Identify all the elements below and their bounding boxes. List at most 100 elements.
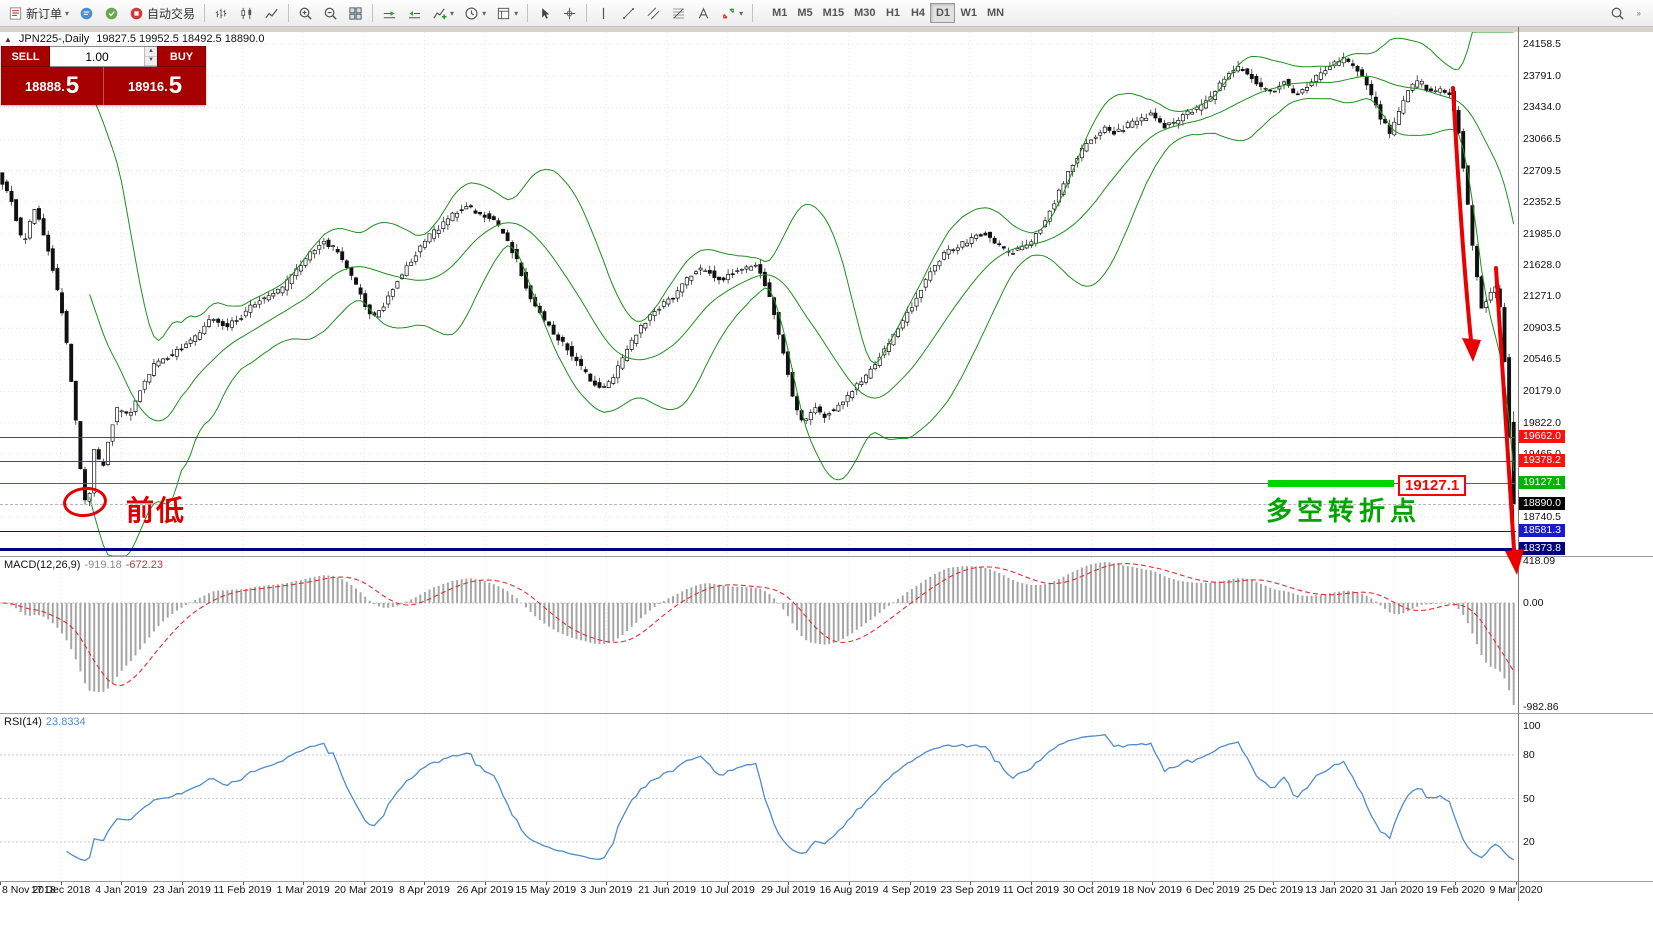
- sell-price[interactable]: 18888. 5: [1, 67, 104, 105]
- time-axis-tick: [303, 881, 305, 885]
- time-axis-tick: [788, 881, 790, 885]
- annotation-prev-low[interactable]: 前低: [126, 495, 187, 526]
- time-axis-tick: [1212, 881, 1214, 885]
- timeframe-m30-button[interactable]: M30: [849, 3, 880, 23]
- main-toolbar: 新订单 ▾ 自动交易 ▾ ▾ ▾ ▾ M1 M5 M15 M30 H1 H4 D1 W1 MN …: [0, 0, 1653, 27]
- time-axis-tick: [848, 881, 850, 885]
- search-button[interactable]: [1605, 2, 1630, 24]
- volume-up-button[interactable]: ▲: [145, 47, 157, 57]
- community-icon: [104, 6, 119, 21]
- price-axis-tick: 24158.5: [1523, 38, 1561, 50]
- annotation-turning-point[interactable]: 多空转折点: [1266, 496, 1422, 526]
- chat-button[interactable]: [74, 2, 99, 24]
- time-axis-label: 29 Jul 2019: [761, 884, 816, 896]
- time-axis-label: 19 Feb 2020: [1425, 884, 1485, 896]
- main-chart-canvas[interactable]: [0, 32, 1516, 556]
- text-tool-button[interactable]: [691, 2, 716, 24]
- time-axis-label: 20 Mar 2019: [334, 884, 394, 896]
- timeframe-h1-button[interactable]: H1: [880, 3, 905, 23]
- collapse-toggle-icon[interactable]: ▲: [4, 34, 12, 44]
- price-axis-tick: 20903.5: [1523, 322, 1561, 335]
- macd-main-value: -919.18: [84, 559, 122, 571]
- periods-button[interactable]: ▾: [459, 2, 491, 24]
- toolbar-overflow-button[interactable]: »: [1632, 2, 1646, 24]
- macd-panel-canvas[interactable]: [0, 557, 1516, 713]
- time-axis-label: 1 Mar 2019: [276, 884, 330, 896]
- zoom-out-icon: [323, 6, 338, 21]
- sell-button[interactable]: SELL: [1, 46, 50, 67]
- new-order-icon: [8, 6, 23, 21]
- auto-scroll-button[interactable]: [377, 2, 402, 24]
- chevron-down-icon: ▾: [482, 8, 487, 18]
- auto-scroll-icon: [382, 6, 397, 21]
- panel-separator[interactable]: [0, 556, 1653, 557]
- macd-axis-tick: -982.86: [1523, 701, 1559, 713]
- tile-windows-button[interactable]: [343, 2, 368, 24]
- time-axis-label: 17 Dec 2018: [30, 884, 91, 896]
- bar-chart-button[interactable]: [209, 2, 234, 24]
- toolbar-separator: [204, 4, 206, 22]
- volume-input[interactable]: [50, 47, 144, 66]
- price-level-callout[interactable]: 19127.1: [1398, 475, 1467, 496]
- volume-down-button[interactable]: ▼: [145, 56, 157, 66]
- horizontal-line-18373.8[interactable]: [0, 548, 1516, 552]
- line-chart-button[interactable]: [259, 2, 284, 24]
- zoom-out-button[interactable]: [318, 2, 343, 24]
- community-button[interactable]: [99, 2, 124, 24]
- timeframe-m5-button[interactable]: M5: [792, 3, 817, 23]
- price-axis-tick: 21628.0: [1523, 258, 1561, 271]
- new-order-button[interactable]: 新订单 ▾: [3, 2, 74, 24]
- time-axis-tick: [1273, 881, 1275, 885]
- time-axis-tick: [60, 881, 62, 885]
- horizontal-line-18581.3[interactable]: [0, 530, 1516, 532]
- panel-separator[interactable]: [0, 713, 1653, 714]
- indicators-button[interactable]: ▾: [427, 2, 459, 24]
- trendline-icon: [621, 6, 636, 21]
- candlestick-icon: [239, 6, 254, 21]
- time-axis-label: 16 Aug 2019: [819, 884, 879, 896]
- timeframe-d1-button[interactable]: D1: [930, 3, 956, 23]
- cursor-button[interactable]: [532, 2, 557, 24]
- green-highlight-bar[interactable]: [1268, 480, 1394, 487]
- time-axis-tick: [1152, 881, 1154, 885]
- crosshair-button[interactable]: [557, 2, 582, 24]
- time-axis-label: 23 Jan 2019: [153, 884, 211, 896]
- price-axis-tick: 23434.0: [1523, 101, 1561, 114]
- bar-chart-icon: [214, 6, 229, 21]
- horizontal-line-19662[interactable]: [0, 436, 1516, 438]
- timeframe-m1-button[interactable]: M1: [767, 3, 792, 23]
- fibonacci-icon: [671, 6, 686, 21]
- buy-button[interactable]: BUY: [157, 46, 206, 67]
- timeframe-h4-button[interactable]: H4: [905, 3, 930, 23]
- new-order-label: 新订单: [26, 6, 63, 21]
- fibonacci-button[interactable]: [666, 2, 691, 24]
- overflow-icon: »: [1636, 8, 1641, 18]
- time-axis-tick: [1334, 881, 1336, 885]
- auto-trading-button[interactable]: 自动交易: [124, 2, 200, 24]
- horizontal-line-19127.1[interactable]: [0, 483, 1516, 485]
- auto-trading-icon: [129, 6, 144, 21]
- channel-button[interactable]: [641, 2, 666, 24]
- timeframe-w1-button[interactable]: W1: [955, 3, 982, 23]
- horizontal-line-19378.2[interactable]: [0, 461, 1516, 463]
- timeframe-m15-button[interactable]: M15: [818, 3, 849, 23]
- buy-price-base: 18916.: [127, 78, 168, 94]
- price-axis-tick: 21985.0: [1523, 227, 1561, 240]
- rsi-panel-canvas[interactable]: [0, 714, 1516, 881]
- timeframe-mn-button[interactable]: MN: [982, 3, 1009, 23]
- time-axis-tick: [1030, 881, 1032, 885]
- chart-shift-button[interactable]: [402, 2, 427, 24]
- rsi-name: RSI(14): [4, 716, 42, 728]
- zoom-in-icon: [298, 6, 313, 21]
- arrows-tool-button[interactable]: ▾: [716, 2, 748, 24]
- vertical-line-button[interactable]: [591, 2, 616, 24]
- buy-price[interactable]: 18916. 5: [104, 67, 206, 105]
- candlestick-button[interactable]: [234, 2, 259, 24]
- buy-price-big-digit: 5: [168, 72, 183, 99]
- zoom-in-button[interactable]: [293, 2, 318, 24]
- chevron-down-icon: ▾: [514, 8, 519, 18]
- price-axis-tick: 18740.5: [1523, 511, 1561, 524]
- template-button[interactable]: ▾: [491, 2, 523, 24]
- trendline-button[interactable]: [616, 2, 641, 24]
- time-axis-label: 11 Oct 2019: [1002, 884, 1060, 896]
